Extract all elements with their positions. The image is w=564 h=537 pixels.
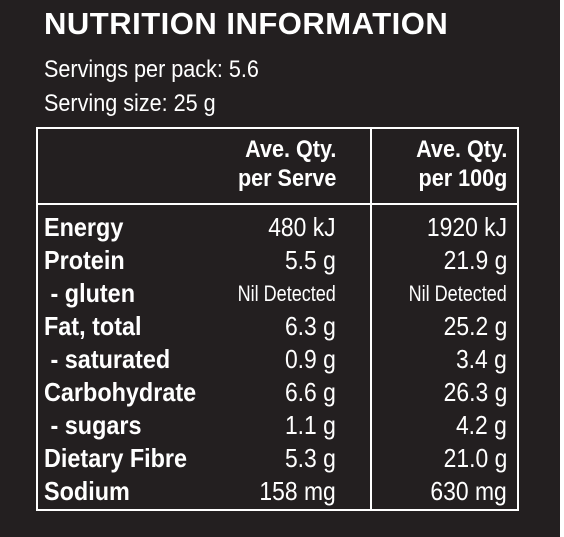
nutrient-label: - saturated (44, 344, 171, 374)
table-row: - sugars 1.1 g 4.2 g (38, 409, 517, 442)
column-header-per-100g: Ave. Qty. per 100g (416, 135, 507, 193)
nutrient-label: Sodium (44, 476, 130, 506)
serving-size: Serving size: 25 g (44, 90, 216, 117)
per-serve-value: 480 kJ (268, 212, 336, 242)
per-serve-value: Nil Detected (237, 281, 336, 306)
table-row: - saturated 0.9 g 3.4 g (38, 343, 517, 376)
nutrient-label: Energy (44, 212, 124, 242)
column-header-line: per 100g (418, 165, 507, 192)
table-row: Dietary Fibre 5.3 g 21.0 g (38, 442, 517, 475)
per-serve-value: 5.5 g (285, 245, 336, 275)
nutrition-rows: Energy 480 kJ 1920 kJ Protein 5.5 g 21.9… (38, 211, 517, 508)
per-100g-value: 26.3 g (443, 377, 507, 407)
nutrient-label: Fat, total (44, 311, 142, 341)
per-100g-value: 630 mg (430, 476, 507, 506)
column-header-line: Ave. Qty. (244, 136, 336, 163)
nutrition-table: Ave. Qty. per Serve Ave. Qty. per 100g E… (36, 127, 519, 511)
column-header-line: per Serve (237, 165, 336, 192)
table-row: Carbohydrate 6.6 g 26.3 g (38, 376, 517, 409)
per-serve-value: 1.1 g (285, 410, 336, 440)
per-100g-value: 1920 kJ (426, 212, 507, 242)
per-serve-value: 6.3 g (285, 311, 336, 341)
table-row: - gluten Nil Detected Nil Detected (38, 277, 517, 310)
per-serve-value: 5.3 g (285, 443, 336, 473)
nutrient-label: Protein (44, 245, 125, 275)
nutrition-title: NUTRITION INFORMATION (44, 6, 449, 41)
column-divider (370, 129, 372, 509)
per-serve-value: 0.9 g (285, 344, 336, 374)
per-100g-value: 4.2 g (456, 410, 507, 440)
per-100g-value: 3.4 g (456, 344, 507, 374)
nutrient-label: - sugars (44, 410, 142, 440)
per-serve-value: 158 mg (259, 476, 336, 506)
nutrient-label: Carbohydrate (44, 377, 197, 407)
column-header-line: Ave. Qty. (415, 136, 507, 163)
table-row: Protein 5.5 g 21.9 g (38, 244, 517, 277)
table-row: Energy 480 kJ 1920 kJ (38, 211, 517, 244)
per-100g-value: 25.2 g (443, 311, 507, 341)
header-divider (38, 203, 517, 205)
nutrient-label: - gluten (44, 278, 135, 308)
per-serve-value: 6.6 g (285, 377, 336, 407)
table-row: Fat, total 6.3 g 25.2 g (38, 310, 517, 343)
nutrient-label: Dietary Fibre (44, 443, 188, 473)
per-100g-value: 21.0 g (443, 443, 507, 473)
column-header-per-serve: Ave. Qty. per Serve (238, 135, 336, 193)
per-100g-value: 21.9 g (443, 245, 507, 275)
per-100g-value: Nil Detected (408, 281, 507, 306)
table-row: Sodium 158 mg 630 mg (38, 475, 517, 508)
servings-per-pack: Servings per pack: 5.6 (44, 56, 259, 83)
